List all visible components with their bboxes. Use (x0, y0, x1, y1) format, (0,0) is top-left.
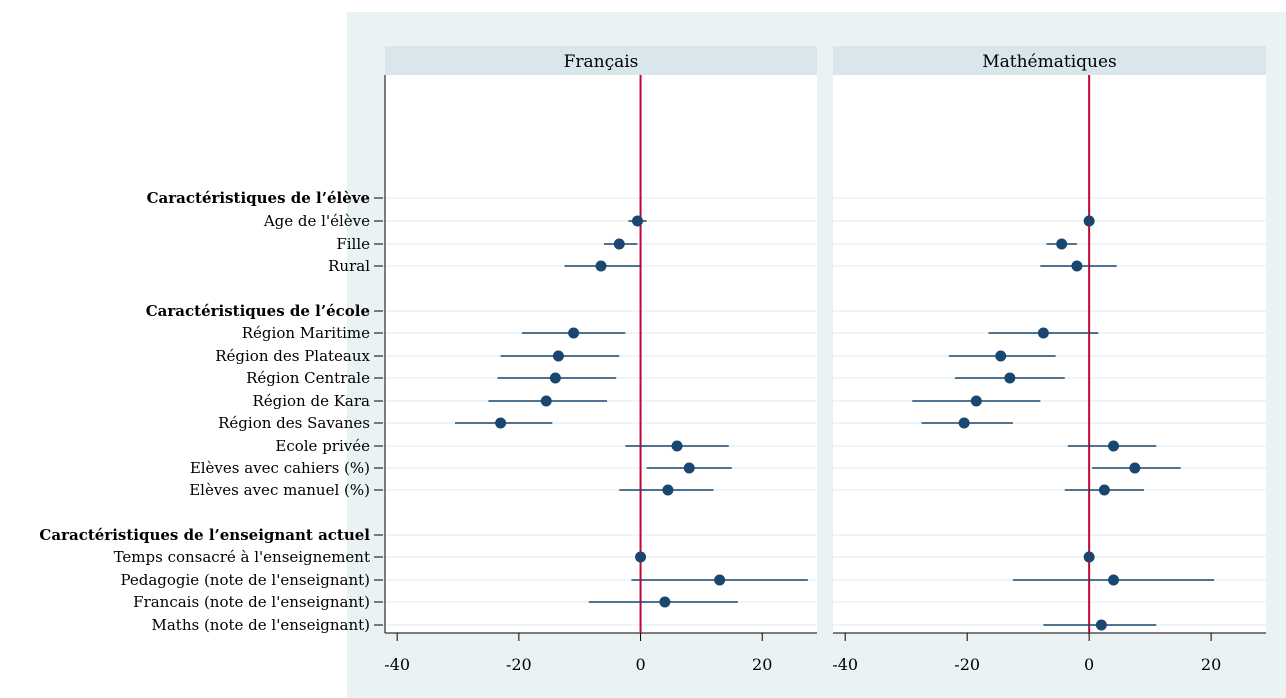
variable-label: Région Centrale (246, 369, 370, 387)
variable-label: Francais (note de l'enseignant) (133, 593, 370, 611)
x-tick-label: -40 (832, 655, 858, 674)
estimate-marker (958, 417, 970, 429)
estimate-marker (549, 372, 561, 384)
section-label: Caractéristiques de l’enseignant actuel (39, 526, 370, 544)
row-labels: Caractéristiques de l’élève Caractéristiq… (39, 189, 383, 634)
estimate-marker (635, 551, 647, 563)
section-label: Caractéristiques de l’école (146, 302, 370, 320)
estimate-marker (1129, 462, 1141, 474)
estimate-marker (495, 417, 507, 429)
variable-label: Fille (336, 235, 370, 253)
estimate-marker (540, 395, 552, 407)
estimate-marker (1108, 574, 1120, 586)
x-tick-label: 0 (635, 655, 645, 674)
x-tick-label: 20 (752, 655, 772, 674)
estimate-marker (1095, 619, 1107, 631)
variable-label: Ecole privée (275, 437, 370, 455)
estimate-marker (595, 260, 607, 272)
estimate-marker (632, 215, 644, 227)
variable-label: Elèves avec cahiers (%) (190, 459, 370, 477)
estimate-marker (662, 484, 674, 496)
estimate-marker (671, 440, 683, 452)
estimate-marker (1004, 372, 1016, 384)
estimate-marker (1071, 260, 1083, 272)
x-tick-label: -20 (506, 655, 532, 674)
estimate-marker (1056, 238, 1068, 250)
estimate-marker (970, 395, 982, 407)
estimate-marker (1108, 440, 1120, 452)
section-label: Caractéristiques de l’élève (147, 189, 370, 207)
x-tick-label: -40 (384, 655, 410, 674)
estimate-marker (1098, 484, 1110, 496)
variable-label: Pedagogie (note de l'enseignant) (120, 571, 370, 589)
panel: Français -40 -20 0 20 (384, 46, 817, 674)
panel-title: Mathématiques (982, 52, 1117, 72)
estimate-marker (1083, 551, 1095, 563)
variable-label: Temps consacré à l'enseignement (114, 548, 370, 566)
panel-title: Français (564, 52, 639, 72)
estimate-marker (613, 238, 625, 250)
panel-strip (385, 46, 817, 75)
plot-area (385, 75, 817, 633)
panel: Mathématiques -40 -20 0 20 (832, 46, 1266, 674)
estimate-marker (683, 462, 695, 474)
variable-label: Maths (note de l'enseignant) (152, 616, 371, 634)
estimate-marker (1037, 327, 1049, 339)
x-tick-label: 0 (1084, 655, 1094, 674)
plot-area (833, 75, 1266, 633)
variable-label: Région des Plateaux (215, 347, 370, 365)
x-tick-label: 20 (1201, 655, 1221, 674)
estimate-marker (714, 574, 726, 586)
variable-label: Rural (328, 257, 370, 275)
estimate-marker (568, 327, 580, 339)
estimate-marker (552, 350, 564, 362)
variable-label: Région Maritime (242, 324, 370, 342)
panel-strip (833, 46, 1266, 75)
variable-label: Région de Kara (252, 392, 370, 410)
variable-label: Elèves avec manuel (%) (189, 481, 370, 499)
estimate-marker (995, 350, 1007, 362)
x-tick-label: -20 (954, 655, 980, 674)
panels: Français -40 -20 0 20 Mathématiques -40 -20 0 20 (384, 46, 1266, 674)
variable-label: Région des Savanes (218, 414, 370, 432)
estimate-marker (1083, 215, 1095, 227)
estimate-marker (659, 596, 671, 608)
variable-label: Age de l'élève (263, 212, 370, 230)
